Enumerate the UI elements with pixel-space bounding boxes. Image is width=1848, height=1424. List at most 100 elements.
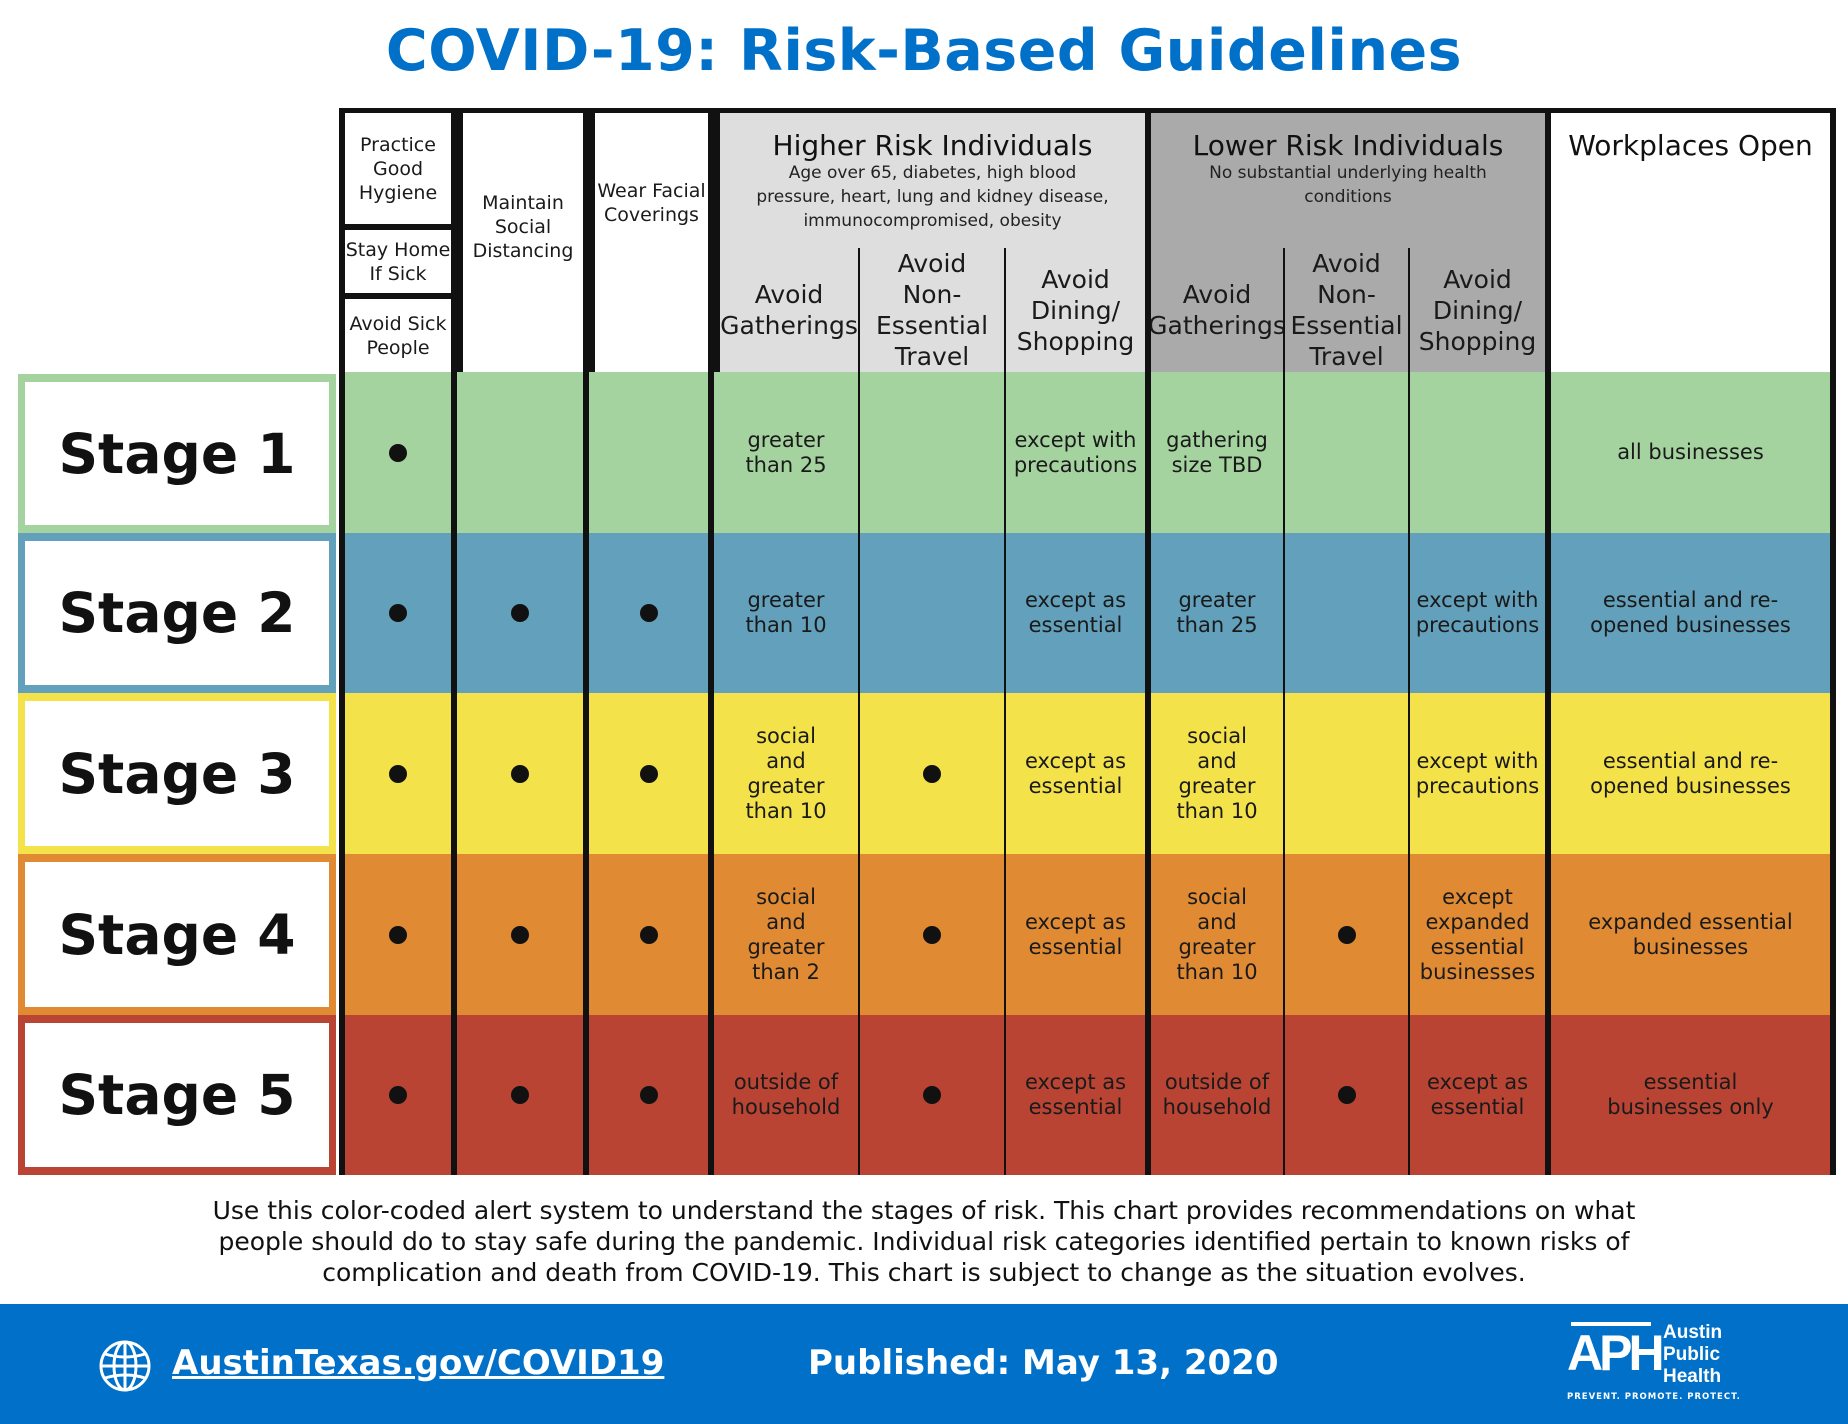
cell-distancing [457,1015,583,1175]
cell-coverings [589,693,708,854]
bullet-dot-icon [1337,925,1356,944]
stage-label-5: Stage 5 [25,1023,329,1167]
header-hr-avoid-gatherings: Avoid Gatherings [720,280,858,340]
cell-workplaces: essential and re- opened businesses [1590,588,1791,637]
header-hr-avoid-travel: Avoid Non- Essential Travel [875,249,989,371]
footnote: Use this color-coded alert system to und… [212,1196,1636,1287]
cell-workplaces: essential and re- opened businesses [1590,748,1791,798]
higher-risk-subtitle: Age over 65, diabetes, high blood pressu… [756,163,1109,231]
globe-icon [98,1339,152,1393]
lower-risk-subtitle: No substantial underlying health conditi… [1209,163,1487,207]
cell-hygiene [345,1015,451,1175]
bullet-dot-icon [389,604,407,622]
cell-lr-gatherings: social and greater than 10 [1176,723,1258,823]
cell-hr-dining: except as essential [1024,1070,1127,1119]
header-higher-risk [720,113,1145,372]
cell-distancing [457,533,583,693]
cell-hr-travel [860,854,1004,1015]
cell-coverings [589,533,708,693]
footer-bar [0,1304,1848,1424]
higher-risk-title: Higher Risk Individuals [772,129,1093,162]
lower-risk-title: Lower Risk Individuals [1192,129,1504,162]
cell-hygiene [345,693,451,854]
cell-lr-dining: except expanded essential businesses [1419,884,1536,984]
header-workplaces [1551,113,1830,372]
column-divider [1545,108,1551,1175]
aph-logo-bar [1571,1322,1651,1326]
bullet-dot-icon [639,764,658,783]
cell-hr-gatherings: outside of household [731,1070,841,1119]
header-lr-avoid-travel: Avoid Non- Essential Travel [1290,249,1403,371]
aph-logo-tagline: PREVENT. PROMOTE. PROTECT. [1567,1392,1741,1402]
cell-workplaces: expanded essential businesses [1588,909,1793,959]
cell-lr-dining: except with precautions [1415,748,1540,798]
cell-distancing [457,854,583,1015]
stage-label-4: Stage 4 [25,862,329,1007]
cell-hygiene [345,854,451,1015]
header-hr-avoid-dining: Avoid Dining/ Shopping [1016,264,1135,356]
aph-logo-letters: APH [1567,1325,1665,1381]
cell-hr-dining: except as essential [1024,909,1127,959]
stage-row-4 [345,854,1830,1015]
cell-lr-gatherings: outside of household [1162,1070,1272,1119]
bullet-dot-icon [511,604,529,622]
cell-lr-dining [1410,372,1545,533]
published-date: Published: May 13, 2020 [808,1343,1279,1383]
stage-label-3: Stage 3 [25,701,329,846]
cell-coverings [589,1015,708,1175]
stage-row-5 [345,1015,1830,1175]
header-lr-avoid-gatherings: Avoid Gatherings [1148,280,1286,340]
bullet-dot-icon [1337,1086,1356,1104]
header-avoid-sick: Avoid Sick People [345,299,451,372]
cell-lr-travel [1285,1015,1408,1175]
aph-logo: APH Austin Public Health PREVENT. PROMOT… [1567,1322,1747,1404]
covid-website-link[interactable]: AustinTexas.gov/COVID19 [172,1343,665,1383]
cell-workplaces: essential businesses only [1607,1070,1774,1119]
bullet-dot-icon [511,925,529,944]
header-lr-avoid-dining: Avoid Dining/ Shopping [1418,264,1537,356]
cell-hr-dining: except as essential [1024,748,1127,798]
stage-label-2: Stage 2 [25,541,329,685]
bullet-dot-icon [923,764,941,783]
header-social-distancing: Maintain Social Distancing [463,113,583,372]
cell-workplaces: all businesses [1617,440,1764,464]
stage-row-2 [345,533,1830,693]
cell-hr-gatherings: greater than 10 [745,588,827,637]
bullet-dot-icon [389,443,407,462]
column-divider [708,108,714,1175]
bullet-dot-icon [389,925,407,944]
cell-hr-dining: except with precautions [1013,427,1138,477]
bullet-dot-icon [639,925,658,944]
page-title: COVID-19: Risk-Based Guidelines [385,18,1463,84]
cell-hr-gatherings: social and greater than 2 [747,884,825,984]
cell-coverings [589,854,708,1015]
column-divider [583,108,589,1175]
subcolumn-divider [1408,248,1410,1175]
cell-hr-dining: except as essential [1024,588,1127,637]
cell-lr-gatherings: gathering size TBD [1166,427,1268,477]
cell-lr-dining: except as essential [1426,1070,1529,1119]
bullet-dot-icon [389,1086,407,1104]
column-divider [1145,108,1151,1175]
cell-hr-gatherings: social and greater than 10 [745,723,827,823]
bullet-dot-icon [639,1086,658,1104]
cell-distancing [457,693,583,854]
bullet-dot-icon [389,764,407,783]
header-workplaces-label: Workplaces Open [1568,129,1813,162]
aph-logo-name: Austin Public Health [1663,1322,1723,1387]
bullet-dot-icon [511,1086,529,1104]
header-facial-coverings: Wear Facial Coverings [595,113,708,372]
cell-hr-travel [860,693,1004,854]
header-hygiene: Practice Good Hygiene [345,113,451,224]
bullet-dot-icon [511,764,529,783]
header-lower-risk [1151,113,1545,372]
subcolumn-divider [1004,248,1006,1175]
header-stay-home: Stay Home If Sick [345,230,451,293]
bullet-dot-icon [639,604,658,622]
cell-lr-gatherings: greater than 25 [1176,588,1258,637]
cell-hygiene [345,372,451,533]
subcolumn-divider [1283,248,1285,1175]
cell-lr-dining: except with precautions [1415,588,1540,637]
bullet-dot-icon [923,1086,941,1104]
